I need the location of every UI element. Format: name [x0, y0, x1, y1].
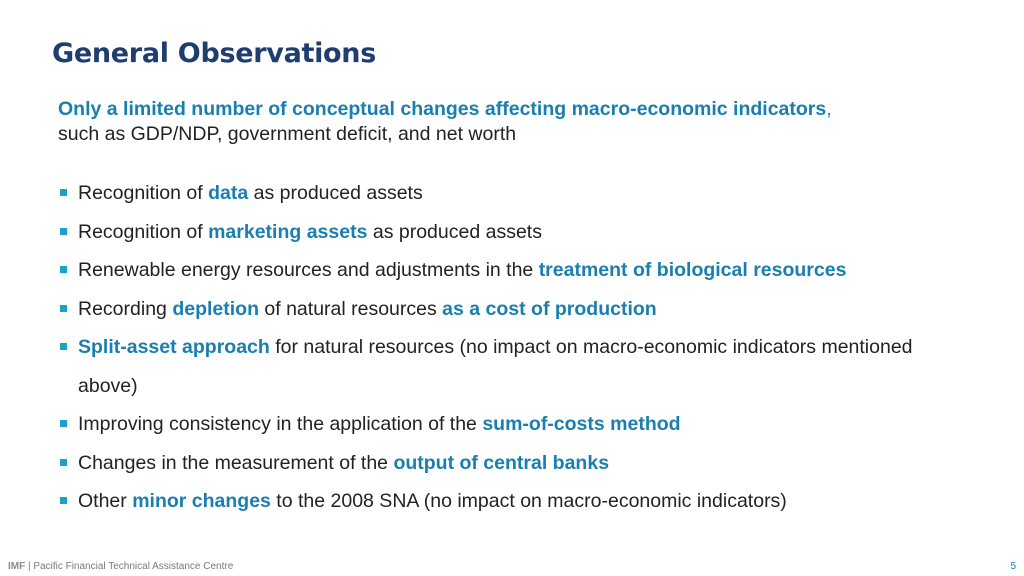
bullet-highlight: treatment of biological resources: [538, 259, 847, 281]
slide-title: General Observations: [52, 38, 376, 69]
bullet-highlight: data: [208, 182, 249, 204]
list-item: Recognition of data as produced assets: [58, 174, 958, 213]
bullet-text: as produced assets: [248, 182, 423, 204]
list-item: Recognition of marketing assets as produ…: [58, 213, 958, 252]
square-bullet-icon: [60, 189, 67, 196]
list-item: Other minor changes to the 2008 SNA (no …: [58, 482, 958, 521]
bullet-highlight: marketing assets: [208, 220, 368, 243]
list-item: Changes in the measurement of the output…: [58, 444, 958, 483]
intro-rest: such as GDP/NDP, government deficit, and…: [58, 123, 517, 145]
list-item: Recording depletion of natural resources…: [58, 290, 958, 329]
bullet-text: Improving consistency in the application…: [78, 413, 483, 435]
bullet-text: of natural resources: [258, 297, 443, 320]
bullet-text: Recognition of: [78, 182, 209, 204]
intro-comma: ,: [826, 98, 832, 120]
list-item: Split-asset approach for natural resourc…: [58, 328, 958, 405]
square-bullet-icon: [60, 458, 67, 466]
bullet-highlight: as a cost of production: [442, 297, 657, 320]
bullet-text: Recording: [78, 297, 173, 320]
bullet-list: Recognition of data as produced assets R…: [58, 174, 958, 521]
bullet-text: for natural resources (no impact on macr…: [78, 336, 913, 397]
bullet-highlight: sum-of-costs method: [482, 413, 681, 435]
footer: IMF | Pacific Financial Technical Assist…: [8, 561, 233, 572]
square-bullet-icon: [60, 266, 67, 273]
square-bullet-icon: [60, 227, 67, 235]
bullet-text: Renewable energy resources and adjustmen…: [78, 259, 539, 281]
bullet-highlight: Split-asset approach: [78, 336, 270, 358]
bullet-highlight: minor changes: [132, 490, 271, 512]
square-bullet-icon: [60, 497, 67, 504]
bullet-highlight: output of central banks: [393, 451, 610, 474]
page-number: 5: [1010, 561, 1016, 572]
bullet-text: Other: [78, 490, 133, 512]
list-item: Renewable energy resources and adjustmen…: [58, 251, 958, 290]
square-bullet-icon: [60, 420, 67, 427]
bullet-text: to the 2008 SNA (no impact on macro-econ…: [270, 490, 787, 512]
bullet-highlight: depletion: [172, 297, 259, 320]
square-bullet-icon: [60, 343, 67, 350]
list-item: Improving consistency in the application…: [58, 405, 958, 444]
intro-highlight: Only a limited number of conceptual chan…: [58, 98, 827, 120]
footer-text: Pacific Financial Technical Assistance C…: [33, 561, 234, 572]
square-bullet-icon: [60, 304, 67, 312]
imf-logo-text: IMF: [8, 561, 26, 572]
bullet-text: Recognition of: [78, 220, 209, 243]
bullet-text: as produced assets: [367, 220, 542, 243]
intro-paragraph: Only a limited number of conceptual chan…: [58, 97, 958, 147]
bullet-text: Changes in the measurement of the: [78, 451, 394, 474]
footer-separator: |: [25, 561, 34, 572]
